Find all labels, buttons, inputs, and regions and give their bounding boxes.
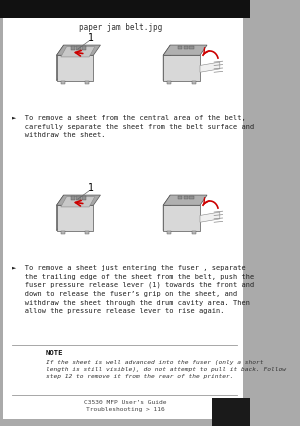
FancyBboxPatch shape <box>178 46 182 49</box>
FancyBboxPatch shape <box>184 46 188 49</box>
Polygon shape <box>163 55 200 81</box>
Text: paper jam belt.jpg: paper jam belt.jpg <box>79 23 162 32</box>
Polygon shape <box>57 195 64 231</box>
Text: ►  To remove a sheet just entering the fuser , separate
   the trailing edge of : ► To remove a sheet just entering the fu… <box>13 265 255 314</box>
Polygon shape <box>163 45 170 81</box>
FancyBboxPatch shape <box>167 231 171 234</box>
FancyBboxPatch shape <box>0 0 250 18</box>
Polygon shape <box>163 195 170 231</box>
FancyBboxPatch shape <box>85 81 89 84</box>
Polygon shape <box>163 205 200 231</box>
Polygon shape <box>57 55 93 81</box>
Text: If the sheet is well advanced into the fuser (only a short
length is still visib: If the sheet is well advanced into the f… <box>46 360 286 379</box>
Polygon shape <box>57 195 100 205</box>
Text: ►  To remove a sheet from the central area of the belt,
   carefully separate th: ► To remove a sheet from the central are… <box>13 115 255 138</box>
FancyBboxPatch shape <box>167 81 171 84</box>
Polygon shape <box>61 47 95 57</box>
FancyBboxPatch shape <box>189 196 194 199</box>
FancyBboxPatch shape <box>61 231 65 234</box>
FancyBboxPatch shape <box>71 196 75 200</box>
FancyBboxPatch shape <box>192 81 196 84</box>
FancyBboxPatch shape <box>3 4 243 419</box>
Polygon shape <box>61 197 95 207</box>
FancyBboxPatch shape <box>192 231 196 234</box>
FancyBboxPatch shape <box>178 196 182 199</box>
FancyBboxPatch shape <box>82 196 86 200</box>
FancyBboxPatch shape <box>184 196 188 199</box>
Polygon shape <box>57 45 100 55</box>
FancyBboxPatch shape <box>76 196 81 200</box>
FancyBboxPatch shape <box>189 46 194 49</box>
Polygon shape <box>163 195 207 205</box>
Text: C3530 MFP User’s Guide
Troubleshooting > 116: C3530 MFP User’s Guide Troubleshooting >… <box>84 400 166 412</box>
FancyBboxPatch shape <box>61 81 65 84</box>
FancyBboxPatch shape <box>82 46 86 50</box>
Polygon shape <box>200 62 220 72</box>
Polygon shape <box>163 45 207 55</box>
FancyBboxPatch shape <box>85 231 89 234</box>
FancyBboxPatch shape <box>76 46 81 50</box>
Text: 1: 1 <box>88 33 94 43</box>
FancyBboxPatch shape <box>71 46 75 50</box>
Polygon shape <box>200 212 220 222</box>
FancyBboxPatch shape <box>212 398 250 426</box>
Polygon shape <box>57 205 93 231</box>
Polygon shape <box>57 45 64 81</box>
Text: NOTE: NOTE <box>46 350 63 356</box>
Text: 1: 1 <box>88 183 94 193</box>
